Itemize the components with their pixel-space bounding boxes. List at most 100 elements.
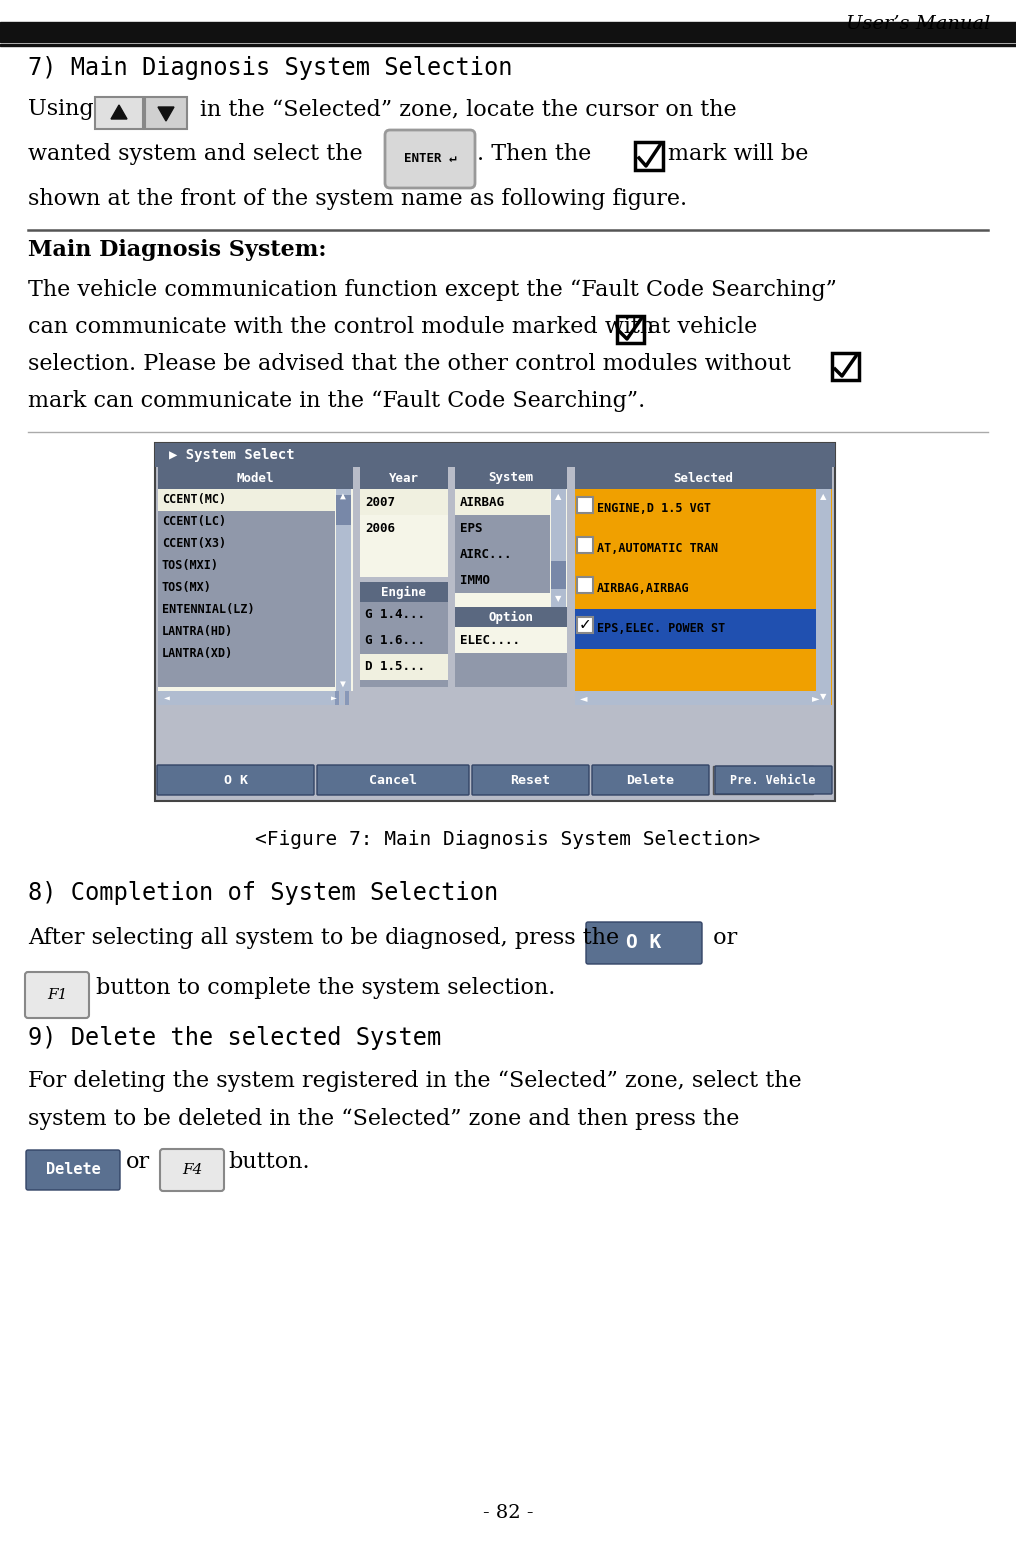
Text: CCENT(MC): CCENT(MC): [162, 493, 227, 507]
Bar: [158, 489, 353, 691]
Text: - 82 -: - 82 -: [483, 1504, 533, 1521]
Bar: [455, 608, 567, 686]
Bar: [158, 467, 353, 489]
Text: <Figure 7: Main Diagnosis System Selection>: <Figure 7: Main Diagnosis System Selecti…: [255, 830, 761, 849]
Bar: [577, 496, 593, 513]
Text: EPS,ELEC. POWER ST: EPS,ELEC. POWER ST: [597, 623, 725, 635]
Text: O K: O K: [224, 773, 248, 787]
Text: 2007: 2007: [365, 496, 395, 509]
Text: After selecting all system to be diagnosed, press the: After selecting all system to be diagnos…: [28, 928, 619, 949]
Bar: [158, 621, 335, 643]
Text: AIRBAG,AIRBAG: AIRBAG,AIRBAG: [597, 583, 690, 595]
FancyBboxPatch shape: [160, 1149, 224, 1190]
Text: ELEC....: ELEC....: [460, 634, 520, 646]
Polygon shape: [158, 107, 174, 121]
Text: System: System: [489, 472, 533, 484]
Text: 9) Delete the selected System: 9) Delete the selected System: [28, 1027, 441, 1050]
Bar: [155, 444, 835, 467]
Bar: [158, 691, 335, 705]
Text: button to complete the system selection.: button to complete the system selection.: [96, 977, 556, 999]
Bar: [158, 489, 335, 512]
Text: system to be deleted in the “Selected” zone and then press the: system to be deleted in the “Selected” z…: [28, 1108, 740, 1130]
Text: ▼: ▼: [340, 679, 345, 690]
Bar: [575, 489, 816, 529]
Text: ✓: ✓: [579, 617, 591, 632]
Bar: [577, 536, 593, 553]
Text: ►: ►: [331, 693, 337, 703]
Text: O K: O K: [627, 934, 661, 952]
Bar: [455, 628, 567, 652]
Bar: [575, 691, 816, 705]
FancyBboxPatch shape: [26, 1150, 120, 1190]
Bar: [336, 495, 351, 526]
FancyBboxPatch shape: [586, 921, 702, 965]
Bar: [455, 489, 550, 515]
Text: For deleting the system registered in the “Selected” zone, select the: For deleting the system registered in th…: [28, 1070, 802, 1091]
Text: AIRBAG: AIRBAG: [460, 496, 505, 509]
Bar: [340, 691, 344, 705]
Bar: [575, 529, 816, 569]
Bar: [575, 569, 816, 609]
Text: shown at the front of the system name as following figure.: shown at the front of the system name as…: [28, 189, 687, 210]
Text: ◄: ◄: [164, 693, 170, 703]
Text: IMMO: IMMO: [460, 574, 490, 586]
Bar: [360, 654, 448, 680]
Text: TOS(MXI): TOS(MXI): [162, 560, 219, 572]
Text: . Then the: . Then the: [477, 142, 591, 165]
Text: G 1.6...: G 1.6...: [365, 634, 425, 648]
Bar: [816, 489, 831, 705]
Polygon shape: [111, 105, 127, 119]
FancyBboxPatch shape: [472, 765, 589, 795]
Bar: [455, 567, 550, 594]
Text: mark can communicate in the “Fault Code Searching”.: mark can communicate in the “Fault Code …: [28, 390, 645, 411]
Text: 8) Completion of System Selection: 8) Completion of System Selection: [28, 881, 498, 904]
Text: at vehicle: at vehicle: [648, 315, 757, 339]
Text: ▲: ▲: [820, 493, 826, 501]
Text: TOS(MX): TOS(MX): [162, 581, 212, 595]
Text: ►: ►: [812, 693, 820, 703]
Bar: [158, 665, 335, 686]
Text: AIRC...: AIRC...: [460, 547, 512, 561]
Text: Selected: Selected: [674, 472, 734, 484]
Text: CCENT(LC): CCENT(LC): [162, 515, 227, 529]
Text: ▲: ▲: [340, 492, 345, 501]
Bar: [575, 609, 816, 649]
Bar: [360, 581, 448, 686]
Bar: [635, 142, 663, 170]
Bar: [455, 467, 567, 489]
Text: Year: Year: [389, 472, 419, 484]
Text: 2006: 2006: [365, 523, 395, 535]
Text: Delete: Delete: [627, 773, 675, 787]
Text: ENTER ↵: ENTER ↵: [403, 153, 456, 165]
Bar: [158, 555, 335, 577]
Bar: [158, 577, 335, 598]
Bar: [577, 617, 593, 632]
Text: The vehicle communication function except the “Fault Code Searching”: The vehicle communication function excep…: [28, 278, 837, 301]
Text: ▶ System Select: ▶ System Select: [169, 448, 295, 462]
Text: EPS: EPS: [460, 521, 483, 535]
FancyBboxPatch shape: [157, 765, 314, 795]
Bar: [360, 581, 448, 601]
Text: selection. Please be advised that the other control modules without: selection. Please be advised that the ot…: [28, 352, 790, 376]
Bar: [336, 489, 351, 691]
Bar: [455, 541, 550, 567]
Text: F4: F4: [182, 1163, 202, 1177]
Text: User’s Manual: User’s Manual: [845, 15, 990, 32]
Bar: [360, 601, 448, 628]
FancyBboxPatch shape: [317, 765, 469, 795]
Text: Model: Model: [237, 472, 274, 484]
Bar: [335, 691, 339, 705]
Bar: [360, 489, 448, 577]
Bar: [551, 489, 566, 608]
Bar: [455, 489, 567, 608]
FancyBboxPatch shape: [715, 765, 832, 795]
Bar: [551, 561, 566, 589]
Bar: [158, 598, 335, 621]
Text: F1: F1: [47, 988, 67, 1002]
Bar: [575, 489, 832, 705]
Bar: [158, 643, 335, 665]
Text: Main Diagnosis System:: Main Diagnosis System:: [28, 240, 326, 261]
Bar: [158, 533, 335, 555]
Text: Reset: Reset: [510, 773, 551, 787]
Text: ENTENNIAL(LZ): ENTENNIAL(LZ): [162, 603, 255, 617]
